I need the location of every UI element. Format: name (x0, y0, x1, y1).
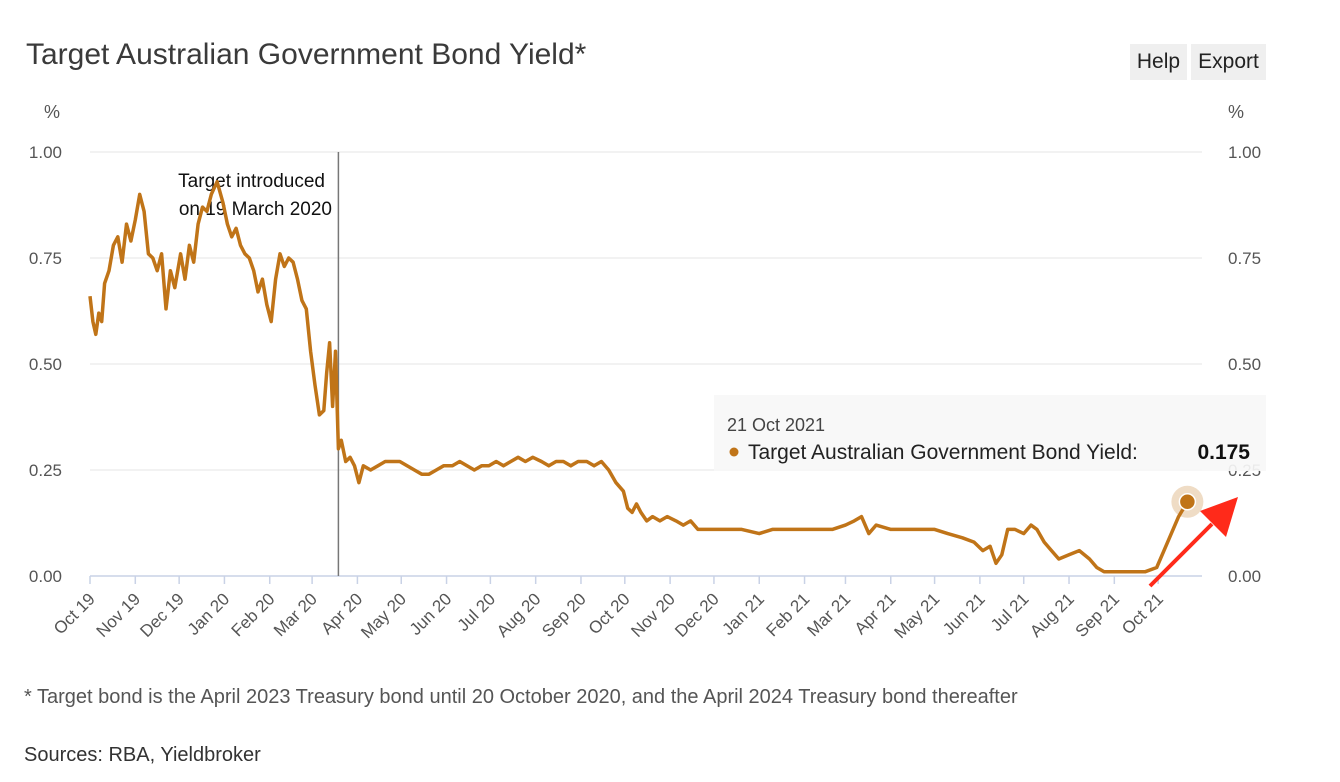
arrow-shaft (1148, 522, 1214, 588)
right-y-tick-label: 0.75 (1228, 249, 1261, 268)
annotation-line-2: on 19 March 2020 (179, 199, 332, 220)
tooltip-series-label: Target Australian Government Bond Yield: (748, 441, 1138, 464)
x-tick-label: Aug 20 (493, 589, 545, 641)
annotation-line-1: Target introduced (178, 171, 325, 192)
x-tick-label: Mar 20 (270, 589, 321, 640)
tooltip-value: 0.175 (1197, 441, 1250, 464)
x-tick-label: Aug 21 (1026, 589, 1078, 641)
x-tick-label: Oct 19 (50, 589, 99, 638)
left-y-tick-label: 0.00 (29, 567, 62, 586)
x-tick-label: Jun 20 (406, 589, 456, 639)
x-tick-label: May 20 (357, 589, 410, 642)
right-y-tick-label: 0.50 (1228, 355, 1261, 374)
x-tick-label: Oct 20 (585, 589, 634, 638)
left-y-tick-label: 1.00 (29, 143, 62, 162)
right-y-unit: % (1228, 102, 1244, 122)
help-button[interactable]: Help (1130, 44, 1187, 80)
x-tick-label: Jun 21 (939, 589, 989, 639)
sources: Sources: RBA, Yieldbroker (24, 744, 261, 766)
x-tick-label: Sep 21 (1072, 589, 1124, 641)
red-arrow-icon (1148, 497, 1238, 588)
left-y-tick-label: 0.25 (29, 461, 62, 480)
right-y-tick-label: 0.00 (1228, 567, 1261, 586)
x-tick-label: Nov 20 (627, 589, 679, 641)
tooltip-background (714, 395, 1266, 471)
x-tick-label: Nov 19 (93, 589, 145, 641)
export-button[interactable]: Export (1191, 44, 1266, 80)
page-title: Target Australian Government Bond Yield* (26, 38, 587, 71)
tooltip: 21 Oct 2021 Target Australian Government… (714, 395, 1266, 471)
x-tick-label: Feb 21 (763, 589, 814, 640)
x-tick-label: Sep 20 (538, 589, 590, 641)
right-y-axis: % 0.000.250.500.751.00 (1228, 102, 1261, 586)
left-y-tick-label: 0.75 (29, 249, 62, 268)
right-y-tick-label: 1.00 (1228, 143, 1261, 162)
x-tick-label: Mar 21 (803, 589, 854, 640)
hover-marker[interactable] (1178, 493, 1197, 511)
hover-point[interactable] (1171, 485, 1204, 518)
x-tick-label: Jan 21 (719, 589, 769, 639)
arrow-head (1200, 497, 1238, 537)
left-y-axis: % 0.00 0.25 0.50 0.75 1.00 (29, 102, 62, 586)
x-tick-label: Dec 20 (671, 589, 723, 641)
x-tick-label: Jan 20 (184, 589, 234, 639)
tooltip-date: 21 Oct 2021 (727, 415, 825, 435)
x-tick-label: Feb 20 (228, 589, 279, 640)
tooltip-series-dot-icon (729, 447, 739, 457)
left-y-unit: % (44, 102, 60, 122)
x-tick-label: May 21 (891, 589, 944, 642)
footnote: * Target bond is the April 2023 Treasury… (24, 686, 1018, 708)
series-line-target-bond-yield[interactable] (88, 179, 1189, 574)
x-tick-label: Dec 19 (136, 589, 188, 641)
left-y-tick-label: 0.50 (29, 355, 62, 374)
x-tick-label: Oct 21 (1118, 589, 1167, 638)
